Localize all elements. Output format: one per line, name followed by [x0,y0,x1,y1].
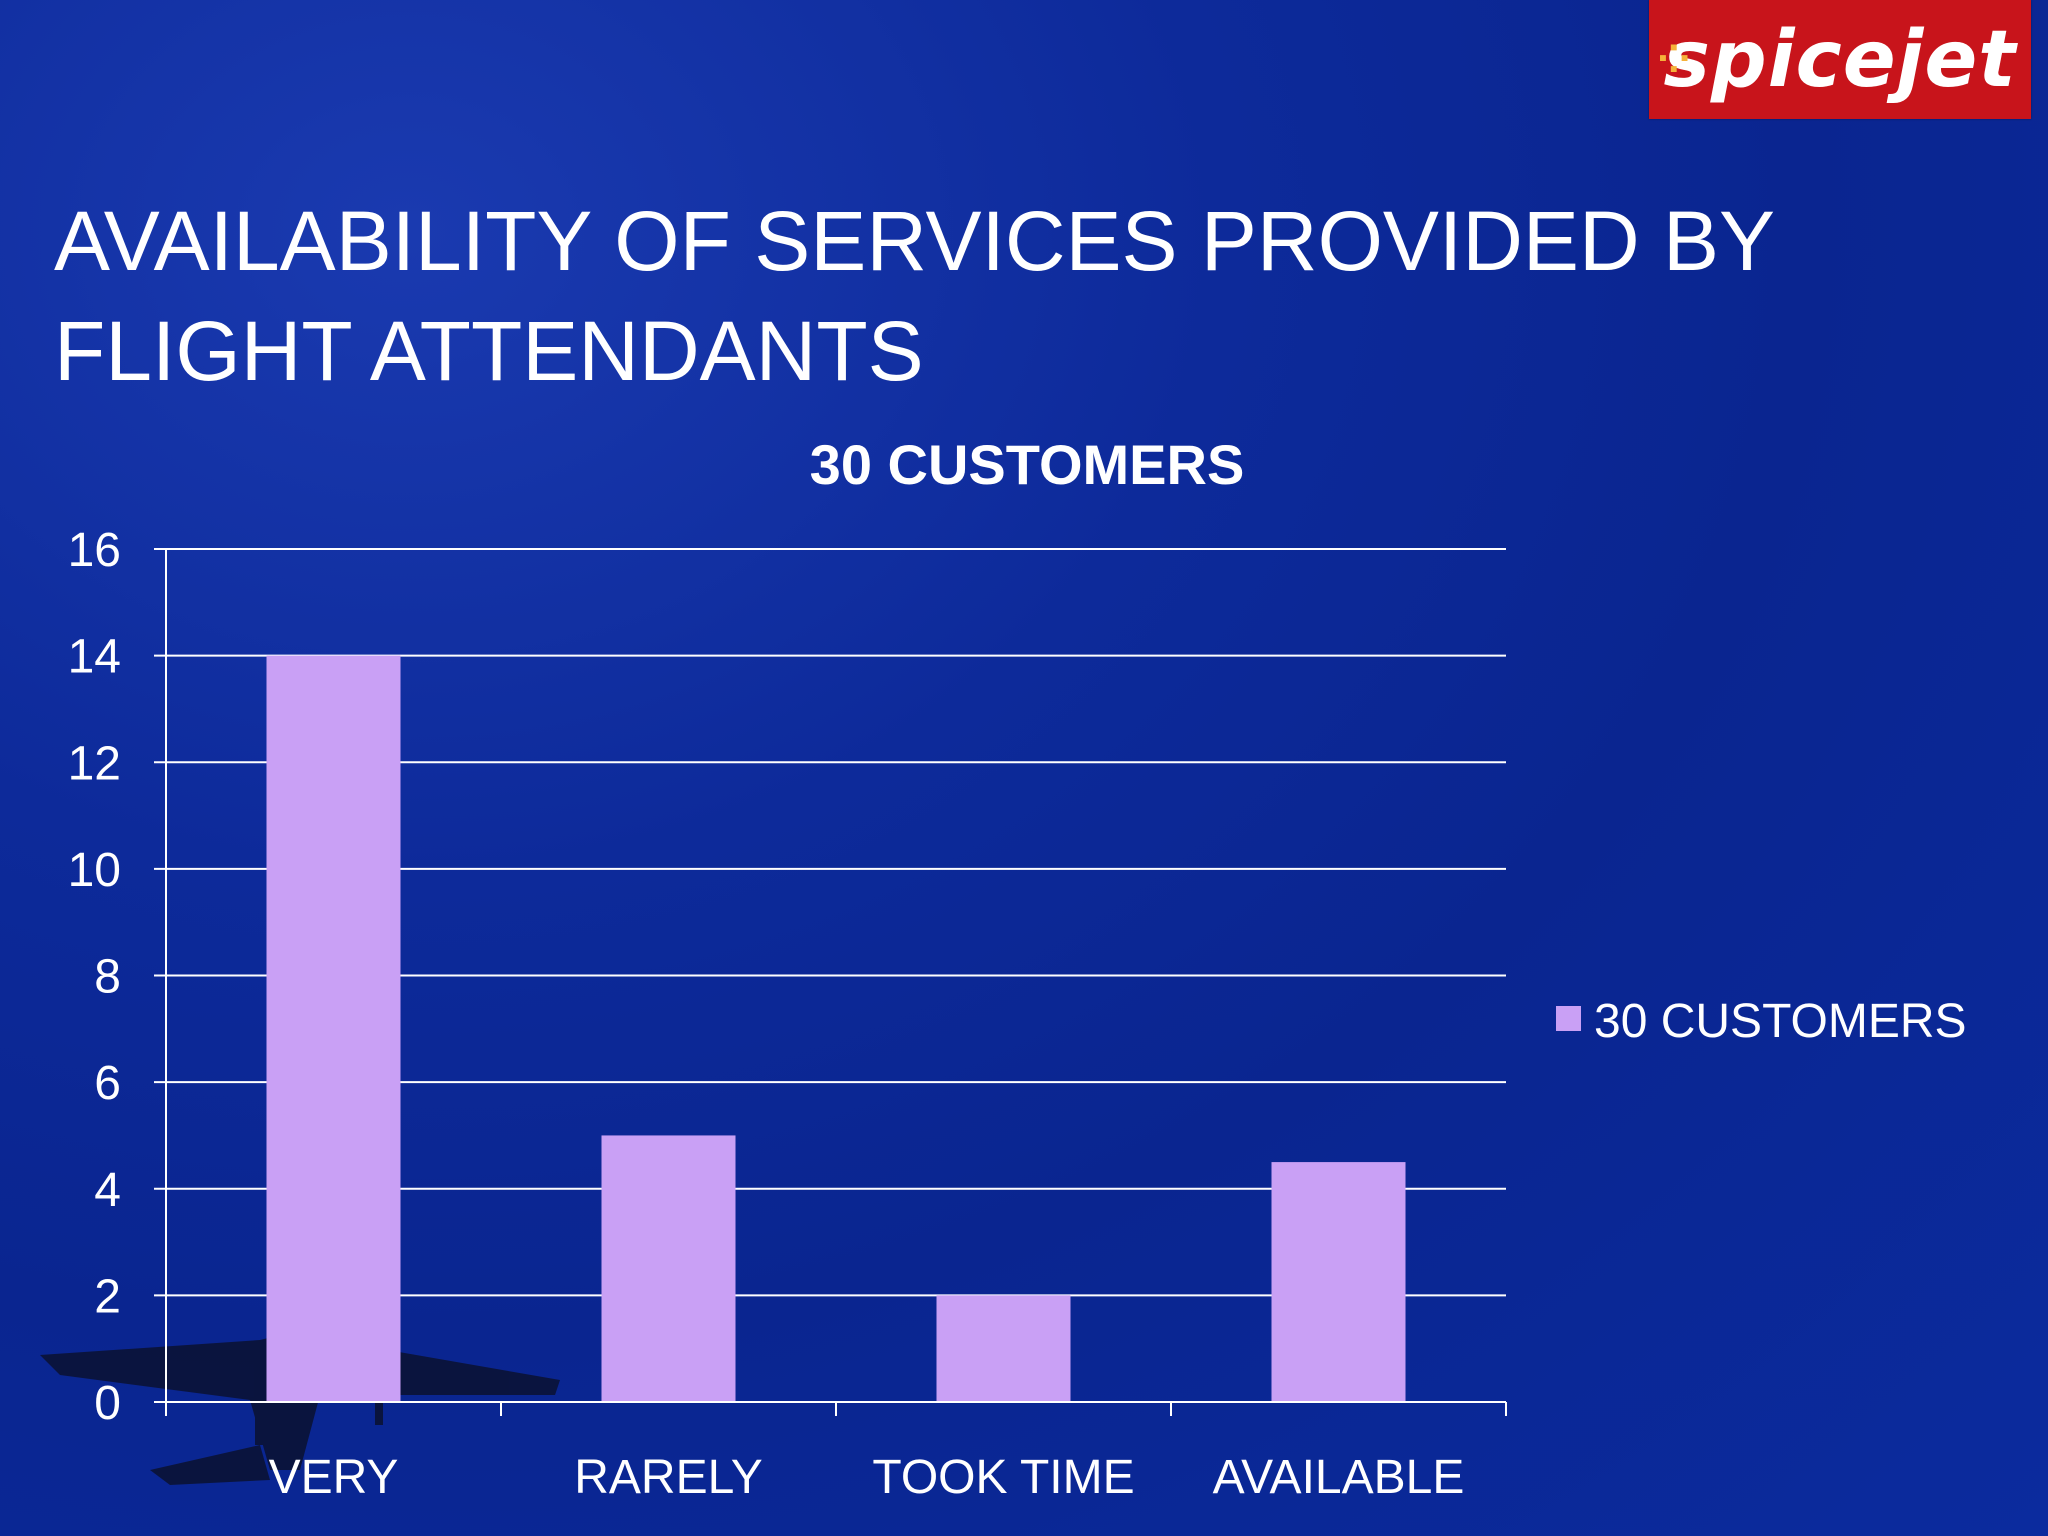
y-tick-label: 2 [94,1270,121,1323]
legend-label: 30 CUSTOMERS [1594,995,1967,1048]
y-tick-label: 12 [68,737,121,790]
legend: 30 CUSTOMERS [1556,995,1967,1048]
slide-title: AVAILABILITY OF SERVICES PROVIDED BY FLI… [54,194,1774,398]
y-tick-label: 0 [94,1377,121,1430]
y-tick-label: 8 [94,951,121,1004]
logo-mark-icon: ⁘ [1657,36,1692,83]
y-axis-ticks: 0 2 4 6 8 10 12 14 16 [68,524,167,1430]
y-tick-label: 16 [68,524,121,577]
logo-text: spicejet [1663,14,2017,105]
y-tick-label: 10 [68,844,121,897]
x-tick-label: TOOK TIME [872,1451,1134,1504]
x-tick-label: RARELY [574,1451,763,1504]
y-tick-label: 4 [94,1164,121,1217]
bar-available [1271,1162,1406,1402]
y-tick-label: 6 [94,1057,121,1110]
chart-title: 30 CUSTOMERS [810,433,1245,496]
bars [266,655,1406,1402]
x-tick-label: AVAILABLE [1213,1451,1465,1504]
x-axis: VERY RARELY TOOK TIME AVAILABLE [165,1401,1507,1504]
x-tick-label: VERY [269,1451,399,1504]
legend-swatch [1556,1006,1581,1031]
bar-took-time [936,1295,1071,1402]
bar-very [266,655,401,1402]
bar-rarely [601,1135,736,1402]
y-tick-label: 14 [68,631,121,684]
spicejet-logo: ⁘ spicejet [1649,0,2031,119]
